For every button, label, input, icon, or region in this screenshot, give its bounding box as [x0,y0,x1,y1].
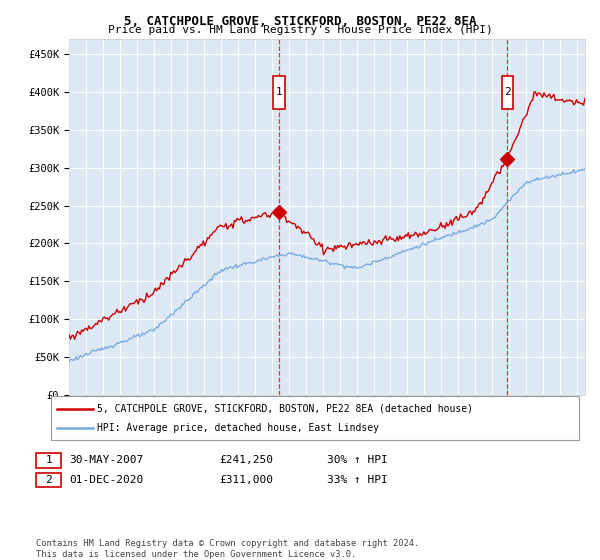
Text: 30-MAY-2007: 30-MAY-2007 [69,455,143,465]
Text: 30% ↑ HPI: 30% ↑ HPI [327,455,388,465]
FancyBboxPatch shape [502,76,514,109]
Text: £311,000: £311,000 [219,475,273,485]
Text: £241,250: £241,250 [219,455,273,465]
Text: HPI: Average price, detached house, East Lindsey: HPI: Average price, detached house, East… [97,423,379,432]
Text: Price paid vs. HM Land Registry's House Price Index (HPI): Price paid vs. HM Land Registry's House … [107,25,493,35]
Text: 1: 1 [275,87,283,97]
Text: 5, CATCHPOLE GROVE, STICKFORD, BOSTON, PE22 8EA (detached house): 5, CATCHPOLE GROVE, STICKFORD, BOSTON, P… [97,404,473,413]
Text: 2: 2 [45,475,52,485]
Text: 5, CATCHPOLE GROVE, STICKFORD, BOSTON, PE22 8EA: 5, CATCHPOLE GROVE, STICKFORD, BOSTON, P… [124,15,476,27]
FancyBboxPatch shape [273,76,285,109]
Text: 1: 1 [45,455,52,465]
Text: 2: 2 [504,87,511,97]
Text: Contains HM Land Registry data © Crown copyright and database right 2024.
This d: Contains HM Land Registry data © Crown c… [36,539,419,559]
Text: 01-DEC-2020: 01-DEC-2020 [69,475,143,485]
Text: 33% ↑ HPI: 33% ↑ HPI [327,475,388,485]
